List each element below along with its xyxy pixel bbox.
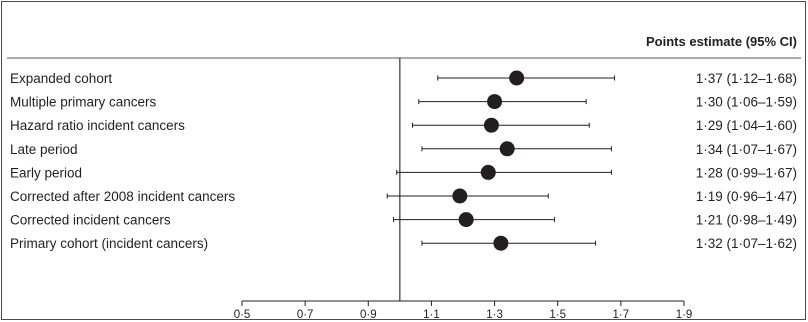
x-tick-label: 1·9 xyxy=(676,309,693,321)
row-label: Expanded cohort xyxy=(10,71,112,86)
estimate-text: 1·34 (1·07–1·67) xyxy=(696,142,797,157)
estimate-text: 1·30 (1·06–1·59) xyxy=(696,95,797,110)
row-label: Corrected after 2008 incident cancers xyxy=(10,189,235,204)
forest-row: Corrected after 2008 incident cancers 1·1… xyxy=(10,188,797,204)
x-tick-label: 0·9 xyxy=(360,309,377,321)
estimate-column-header: Points estimate (95% CI) xyxy=(646,34,797,49)
row-label: Early period xyxy=(10,165,82,180)
forest-row: Late period 1·34 (1·07–1·67) xyxy=(10,141,797,157)
estimate-text: 1·29 (1·04–1·60) xyxy=(696,118,797,133)
estimate-text: 1·32 (1·07–1·62) xyxy=(696,236,797,251)
row-label: Corrected incident cancers xyxy=(10,213,171,228)
x-axis: 0·5 0·7 0·9 1·1 1·3 1·5 1·7 1·9 xyxy=(234,300,693,321)
row-label: Multiple primary cancers xyxy=(10,95,157,110)
point-estimate-marker xyxy=(509,70,525,86)
point-estimate-marker xyxy=(499,141,515,157)
forest-row: Primary cohort (incident cancers) 1·32 (1… xyxy=(10,235,797,251)
row-label: Late period xyxy=(10,142,78,157)
estimate-text: 1·28 (0·99–1·67) xyxy=(696,165,797,180)
point-estimate-marker xyxy=(480,164,496,180)
forest-row: Multiple primary cancers 1·30 (1·06–1·59) xyxy=(10,94,797,110)
x-tick-label: 0·7 xyxy=(297,309,314,321)
x-tick-label: 0·5 xyxy=(234,309,251,321)
row-label: Primary cohort (incident cancers) xyxy=(10,236,208,251)
forest-row: Early period 1·28 (0·99–1·67) xyxy=(10,164,797,180)
row-label: Hazard ratio incident cancers xyxy=(10,118,185,133)
estimate-text: 1·37 (1·12–1·68) xyxy=(696,71,797,86)
estimate-text: 1·21 (0·98–1·49) xyxy=(696,213,797,228)
estimate-text: 1·19 (0·96–1·47) xyxy=(696,189,797,204)
forest-row: Corrected incident cancers 1·21 (0·98–1·4… xyxy=(10,212,797,228)
forest-row: Expanded cohort 1·37 (1·12–1·68) xyxy=(10,70,797,86)
forest-row: Hazard ratio incident cancers 1·29 (1·04–… xyxy=(10,117,797,133)
point-estimate-marker xyxy=(458,212,474,228)
x-tick-label: 1·7 xyxy=(613,309,630,321)
x-tick-label: 1·1 xyxy=(423,309,440,321)
point-estimate-marker xyxy=(483,117,499,133)
x-tick-label: 1·3 xyxy=(486,309,503,321)
point-estimate-marker xyxy=(493,235,509,251)
point-estimate-marker xyxy=(452,188,468,204)
forest-rows: Expanded cohort 1·37 (1·12–1·68) Multiple … xyxy=(10,58,797,301)
point-estimate-marker xyxy=(487,94,503,110)
x-tick-label: 1·5 xyxy=(549,309,566,321)
